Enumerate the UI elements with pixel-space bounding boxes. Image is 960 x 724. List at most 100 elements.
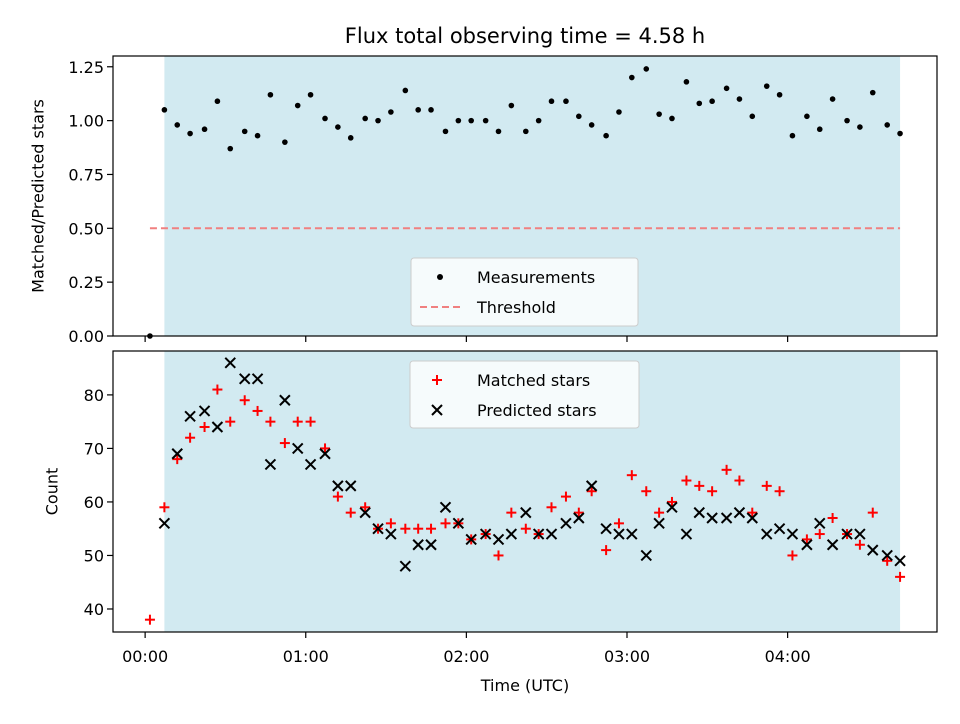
measurement-point — [763, 83, 770, 89]
measurement-point — [576, 113, 582, 120]
measurement-point — [335, 124, 341, 130]
measurement-point — [629, 74, 635, 81]
matched-star-point — [305, 416, 316, 427]
measurement-point — [267, 91, 274, 98]
x-marker-b — [412, 539, 424, 551]
measurement-point — [415, 107, 421, 113]
x-tick-label: 04:00 — [765, 647, 811, 666]
predicted-star-point — [867, 544, 879, 556]
x-tick-label: 03:00 — [604, 647, 650, 666]
matched-star-point — [440, 518, 451, 529]
ratio-x-ticks — [144, 336, 789, 342]
ratio-legend: Measurements Threshold — [410, 257, 639, 327]
matched-star-point — [626, 470, 637, 481]
x-marker-b — [304, 458, 317, 471]
x-marker-b — [680, 528, 693, 540]
predicted-star-point — [573, 512, 585, 524]
measurement-point — [535, 117, 542, 124]
predicted-star-point — [545, 528, 558, 540]
y-tick-label: 50 — [84, 546, 104, 565]
predicted-star-point — [761, 528, 773, 540]
predicted-star-point — [359, 506, 371, 519]
predicted-star-point — [814, 517, 826, 530]
matched-star-point — [694, 480, 705, 491]
predicted-star-point — [585, 480, 598, 492]
matched-star-point — [413, 523, 424, 534]
x-marker-b — [773, 522, 786, 535]
measurement-point — [482, 117, 489, 124]
predicted-star-point — [773, 522, 786, 535]
measurement-point — [749, 113, 756, 120]
matched-star-point — [895, 571, 906, 582]
measurement-point — [588, 122, 595, 128]
matched-star-point — [265, 416, 276, 427]
x-marker-b — [171, 448, 183, 460]
ratio-y-axis-label: Matched/Predicted stars — [29, 99, 48, 293]
x-marker-b — [399, 560, 412, 572]
x-marker-b — [479, 528, 492, 540]
matched-star-point — [601, 545, 612, 556]
matched-star-point — [385, 518, 396, 529]
matched-star-point — [734, 475, 745, 486]
predicted-star-point — [826, 539, 839, 551]
x-marker-b — [211, 421, 224, 433]
matched-star-point — [159, 502, 170, 513]
predicted-star-point — [801, 539, 813, 551]
time-x-axis: 00:00 01:00 02:00 03:00 04:00 — [122, 632, 811, 666]
matched-star-point — [882, 555, 893, 566]
measurement-point — [683, 79, 690, 85]
matched-star-point — [493, 550, 504, 561]
measurement-point — [736, 96, 743, 102]
measurement-point — [829, 96, 836, 102]
predicted-star-point — [720, 512, 733, 524]
predicted-star-point — [492, 533, 505, 546]
matched-star-point — [761, 480, 772, 491]
measurement-point — [696, 100, 703, 107]
x-marker-b — [894, 555, 906, 567]
matched-star-point — [801, 534, 812, 545]
y-tick-label: 60 — [84, 493, 104, 512]
x-marker-b — [801, 539, 813, 551]
x-marker-b — [279, 394, 291, 406]
matched-star-point — [360, 502, 371, 513]
predicted-star-point — [412, 539, 424, 551]
matched-star-point — [774, 486, 785, 497]
x-marker-b — [465, 533, 477, 546]
matched-star-point — [144, 614, 155, 625]
matched-star-point — [332, 491, 343, 502]
measurement-point — [322, 115, 328, 122]
matched-star-point — [681, 475, 692, 486]
predicted-star-point — [854, 528, 866, 540]
predicted-star-point — [520, 506, 532, 519]
predicted-star-point — [279, 394, 291, 406]
x-marker-b — [585, 480, 598, 492]
predicted-star-point — [184, 410, 196, 423]
measurement-point — [307, 91, 314, 98]
measurement-point — [294, 102, 301, 109]
x-marker-b — [505, 528, 518, 540]
measurement-point — [214, 98, 221, 105]
count-panel: 40 50 60 70 80 00:00 01:00 02:00 03:00 04:00 Cou… — [43, 350, 938, 695]
predicted-star-point — [640, 549, 652, 562]
x-marker-b — [239, 373, 251, 385]
count-y-axis: 40 50 60 70 80 — [84, 386, 113, 619]
x-marker-b — [532, 528, 545, 540]
x-marker-b — [224, 357, 236, 369]
measurement-point — [174, 122, 181, 128]
predicted-star-point — [439, 501, 452, 513]
matched-star-point — [279, 438, 290, 449]
x-marker-b — [746, 512, 758, 524]
measurement-points — [147, 66, 903, 339]
legend-x-glyph — [431, 404, 443, 416]
measurement-point — [857, 124, 863, 130]
chart-title: Flux total observing time = 4.58 h — [345, 24, 705, 48]
x-marker-b — [385, 528, 397, 540]
predicted-star-point — [304, 458, 317, 471]
x-marker-b — [867, 544, 879, 556]
measurement-point — [709, 98, 715, 105]
legend-measurements-label: Measurements — [477, 268, 595, 287]
predicted-star-point — [332, 480, 344, 492]
measurement-point — [548, 98, 555, 105]
y-tick-label: 80 — [84, 386, 104, 405]
count-y-axis-label: Count — [43, 468, 62, 516]
